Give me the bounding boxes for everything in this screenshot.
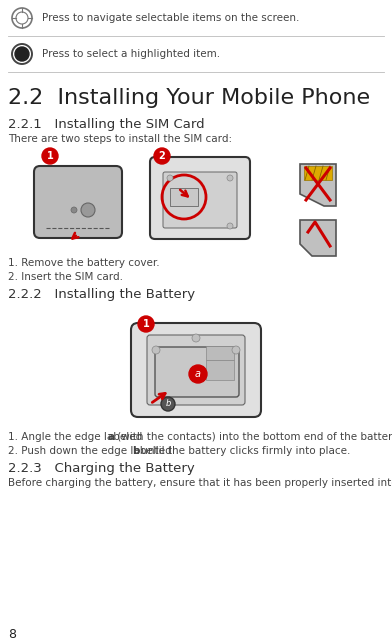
Text: 2.2.3   Charging the Battery: 2.2.3 Charging the Battery [8, 462, 195, 475]
Text: 2.2.1   Installing the SIM Card: 2.2.1 Installing the SIM Card [8, 118, 205, 131]
Circle shape [71, 207, 77, 213]
Text: (with the contacts) into the bottom end of the battery slot.: (with the contacts) into the bottom end … [114, 432, 392, 442]
Circle shape [138, 316, 154, 332]
Circle shape [161, 397, 175, 411]
Text: a: a [195, 369, 201, 379]
Circle shape [81, 203, 95, 217]
FancyBboxPatch shape [34, 166, 122, 238]
Circle shape [167, 175, 173, 181]
Polygon shape [300, 220, 336, 256]
Text: Press to select a highlighted item.: Press to select a highlighted item. [42, 49, 220, 59]
Text: 1. Angle the edge labeled: 1. Angle the edge labeled [8, 432, 145, 442]
Text: Press to navigate selectable items on the screen.: Press to navigate selectable items on th… [42, 13, 299, 23]
FancyBboxPatch shape [206, 346, 234, 360]
Text: b: b [165, 399, 171, 408]
Text: 2.2.2   Installing the Battery: 2.2.2 Installing the Battery [8, 288, 195, 301]
FancyBboxPatch shape [163, 172, 237, 228]
Circle shape [42, 148, 58, 164]
Text: 1: 1 [47, 151, 53, 161]
FancyBboxPatch shape [131, 323, 261, 417]
Text: 1. Remove the battery cover.: 1. Remove the battery cover. [8, 258, 160, 268]
Text: 2. Push down the edge labelled: 2. Push down the edge labelled [8, 446, 175, 456]
Text: 2: 2 [159, 151, 165, 161]
Polygon shape [300, 164, 336, 206]
Circle shape [15, 47, 29, 61]
Circle shape [227, 223, 233, 229]
Text: 8: 8 [8, 628, 16, 641]
Circle shape [152, 346, 160, 354]
Circle shape [227, 175, 233, 181]
FancyBboxPatch shape [170, 188, 198, 206]
Text: Before charging the battery, ensure that it has been properly inserted into your: Before charging the battery, ensure that… [8, 478, 392, 488]
Circle shape [189, 365, 207, 383]
FancyBboxPatch shape [155, 347, 239, 397]
Circle shape [154, 148, 170, 164]
FancyBboxPatch shape [150, 157, 250, 239]
Circle shape [232, 346, 240, 354]
Text: 2.2  Installing Your Mobile Phone: 2.2 Installing Your Mobile Phone [8, 88, 370, 108]
Text: 1: 1 [143, 319, 149, 329]
Text: b: b [132, 446, 140, 456]
Text: 2. Insert the SIM card.: 2. Insert the SIM card. [8, 272, 123, 282]
FancyBboxPatch shape [147, 335, 245, 405]
Text: There are two steps to install the SIM card:: There are two steps to install the SIM c… [8, 134, 232, 144]
FancyBboxPatch shape [304, 166, 332, 180]
Text: until the battery clicks firmly into place.: until the battery clicks firmly into pla… [138, 446, 350, 456]
Circle shape [192, 334, 200, 342]
Text: a: a [108, 432, 115, 442]
FancyBboxPatch shape [206, 360, 234, 380]
